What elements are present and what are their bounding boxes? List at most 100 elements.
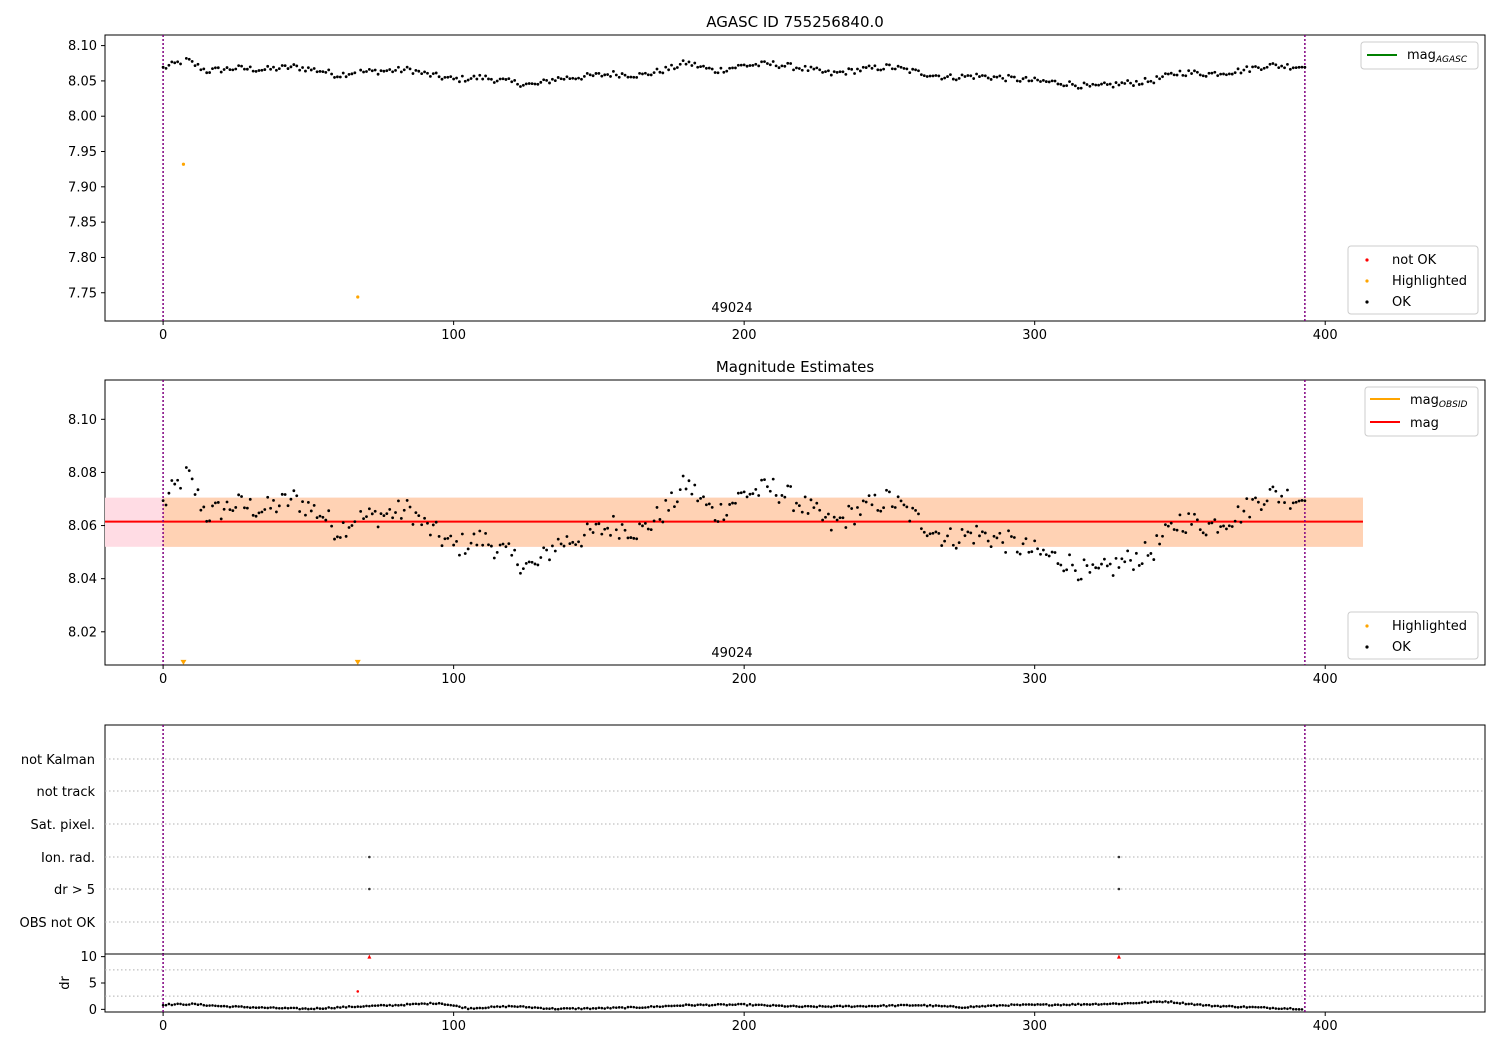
data-point-ok — [899, 499, 903, 503]
data-point-ok — [565, 75, 569, 79]
data-point-ok — [199, 68, 203, 72]
data-point-ok — [1143, 76, 1147, 80]
data-point-ok — [949, 73, 952, 77]
dr-point — [841, 1005, 845, 1008]
data-point-ok — [1195, 70, 1199, 74]
data-point-ok — [980, 530, 984, 534]
data-point-ok — [1155, 534, 1159, 537]
dr-point — [1039, 1003, 1042, 1006]
data-point-ok — [806, 512, 810, 515]
y-tick-label: 8.05 — [68, 74, 97, 89]
data-point-ok — [394, 68, 397, 72]
data-point-ok — [623, 73, 627, 77]
data-point-ok — [1062, 84, 1066, 88]
dr-point — [864, 1005, 868, 1008]
data-point-ok — [1033, 539, 1037, 543]
dr-point — [812, 1005, 816, 1008]
data-point-ok — [963, 534, 967, 538]
dr-point — [1114, 1002, 1118, 1005]
dr-point — [879, 1004, 883, 1008]
data-point-ok — [885, 488, 888, 492]
data-point-ok — [280, 64, 284, 67]
dr-point — [167, 1002, 171, 1006]
dr-point — [885, 1005, 888, 1008]
dr-point — [1201, 1004, 1205, 1007]
data-point-ok — [446, 75, 450, 79]
dr-point — [1027, 1003, 1031, 1006]
data-point-ok — [556, 76, 560, 79]
flag-row-label: Sat. pixel. — [31, 818, 95, 833]
data-point-ok — [237, 493, 241, 497]
dr-point — [307, 1007, 310, 1011]
legend-ok-label-2: OK — [1392, 640, 1411, 655]
data-point-ok — [742, 490, 746, 494]
dr-point — [859, 1004, 862, 1008]
dr-point — [1207, 1003, 1211, 1007]
dr-point — [1187, 1002, 1190, 1006]
data-point-ok — [382, 69, 386, 73]
data-point-ok — [536, 82, 540, 86]
data-point-ok — [504, 78, 508, 81]
y-tick-label: 7.75 — [68, 286, 97, 301]
dr-point — [774, 1004, 778, 1007]
data-point-ok — [556, 537, 560, 541]
data-point-ok — [286, 504, 290, 508]
data-point-ok — [1053, 79, 1057, 83]
data-point-ok — [623, 528, 627, 532]
data-point-ok — [263, 68, 267, 71]
data-point-ok — [260, 510, 264, 514]
dr-point — [757, 1003, 760, 1007]
data-point-ok — [190, 477, 194, 481]
data-point-ok — [696, 499, 700, 503]
data-point-ok — [646, 73, 650, 77]
dr-point — [635, 1006, 638, 1009]
data-point-ok — [687, 60, 691, 64]
data-point-ok — [943, 76, 947, 80]
dr-point — [577, 1006, 580, 1010]
data-point-ok — [562, 77, 566, 81]
data-point-ok — [1172, 73, 1176, 77]
data-point-ok — [896, 64, 900, 68]
data-point-ok — [1103, 81, 1106, 85]
data-point-ok — [1233, 71, 1237, 75]
data-point-ok — [275, 510, 278, 514]
data-point-ok — [527, 82, 531, 85]
data-point-ok — [304, 69, 307, 73]
data-point-ok — [786, 61, 790, 65]
dr-point — [597, 1006, 601, 1010]
data-point-highlighted — [181, 162, 186, 166]
data-point-ok — [1230, 72, 1234, 76]
data-point-ok — [475, 77, 479, 81]
data-point-ok — [734, 66, 737, 70]
data-point-ok — [719, 66, 723, 70]
dr-point — [1068, 1003, 1071, 1007]
x-tick-label: 300 — [1022, 328, 1047, 343]
data-point-ok — [983, 531, 987, 535]
data-point-ok — [664, 65, 668, 69]
dr-point — [911, 1004, 914, 1007]
data-point-ok — [812, 67, 816, 71]
dr-point — [1050, 1004, 1054, 1007]
data-point-ok — [350, 72, 354, 76]
dr-point — [1277, 1007, 1281, 1011]
data-point-ok — [179, 62, 182, 66]
data-point-ok — [336, 75, 339, 79]
data-point-ok — [797, 504, 801, 508]
data-point-ok — [1239, 520, 1243, 524]
dr-point — [1007, 1004, 1010, 1008]
data-point-ok — [1283, 501, 1286, 504]
data-point-ok — [1149, 79, 1153, 83]
dr-point — [225, 1005, 229, 1008]
data-point-ok — [1050, 79, 1054, 83]
data-point-ok — [248, 65, 252, 69]
data-point-ok — [1027, 550, 1031, 554]
dr-point — [664, 1004, 668, 1008]
dr-point — [975, 1004, 978, 1008]
dr-point — [795, 1005, 798, 1008]
data-point-ok — [365, 515, 368, 519]
dr-point — [1280, 1007, 1283, 1011]
data-point-ok — [1210, 71, 1214, 75]
data-point-ok — [1036, 78, 1039, 82]
data-point-ok — [638, 522, 641, 526]
dr-point — [353, 1005, 357, 1009]
